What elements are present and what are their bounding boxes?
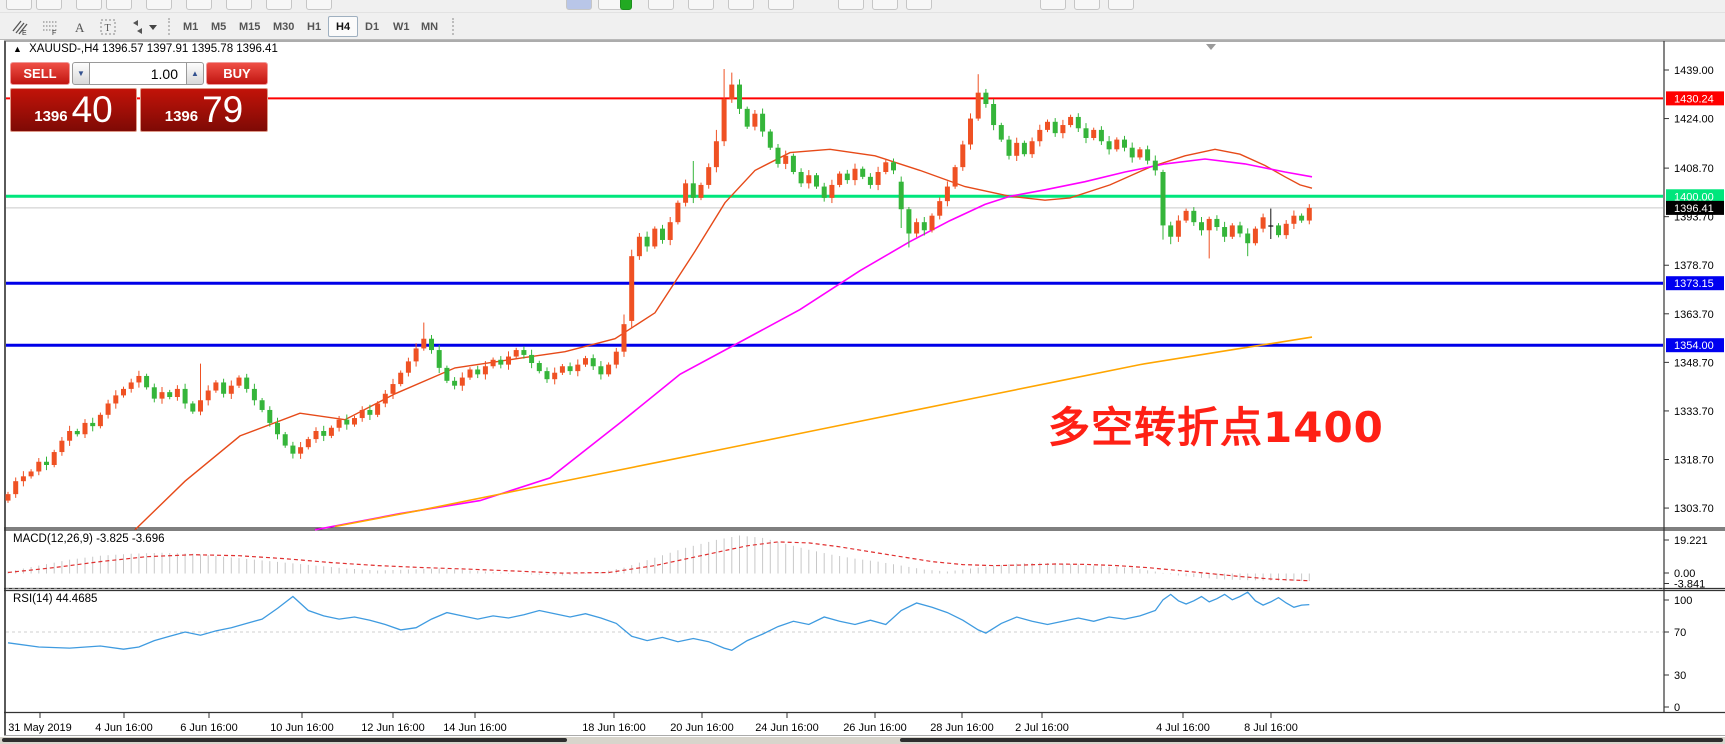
svg-text:1396.41: 1396.41: [1674, 203, 1714, 215]
svg-text:20 Jun 16:00: 20 Jun 16:00: [670, 722, 734, 734]
svg-text:24 Jun 16:00: 24 Jun 16:00: [755, 722, 819, 734]
tab-timeframe-mn[interactable]: MN: [421, 20, 439, 33]
buy-button[interactable]: BUY: [206, 62, 268, 85]
tab-timeframe-m1[interactable]: M1: [183, 20, 199, 33]
toolbar-separator: [168, 18, 171, 35]
arrows-objects-icon[interactable]: [126, 16, 150, 37]
volume-input[interactable]: [90, 62, 186, 85]
svg-text:1373.15: 1373.15: [1674, 278, 1714, 290]
svg-text:0.00: 0.00: [1674, 568, 1695, 580]
svg-text:31 May 2019: 31 May 2019: [8, 722, 72, 734]
svg-text:26 Jun 16:00: 26 Jun 16:00: [843, 722, 907, 734]
svg-text:1400.00: 1400.00: [1674, 191, 1714, 203]
svg-text:4 Jul 16:00: 4 Jul 16:00: [1156, 722, 1210, 734]
chart-title: ▲ XAUUSD-,H4 1396.57 1397.91 1395.78 139…: [13, 43, 278, 55]
svg-text:1439.00: 1439.00: [1674, 65, 1714, 77]
tab-timeframe-h1[interactable]: H1: [307, 20, 322, 33]
svg-text:A: A: [75, 20, 85, 35]
price-badge-1400.00: [1666, 189, 1724, 204]
text-label-icon[interactable]: A: [68, 16, 92, 37]
macd-pane: 19.221 0.00-3.841: [7, 535, 1708, 591]
svg-text:1378.70: 1378.70: [1674, 260, 1714, 272]
rsi-line: [7, 591, 1310, 652]
svg-text:1348.70: 1348.70: [1674, 357, 1714, 369]
price-badge-1430.24: [1666, 91, 1724, 106]
svg-text:100: 100: [1674, 595, 1692, 607]
svg-text:1354.00: 1354.00: [1674, 340, 1714, 352]
tab-timeframe-m15[interactable]: M15: [239, 20, 261, 33]
sell-price-big-figure: 1396: [34, 107, 68, 125]
svg-text:1430.24: 1430.24: [1674, 93, 1714, 105]
svg-text:F: F: [52, 30, 56, 36]
svg-text:1318.70: 1318.70: [1674, 454, 1714, 466]
svg-text:0: 0: [1674, 702, 1680, 714]
toolbar-separator: [452, 18, 455, 35]
svg-text:2 Jul 16:00: 2 Jul 16:00: [1015, 722, 1069, 734]
time-axis: 31 May 2019 4 Jun 16:00 6 Jun 16:00 10 Jun …: [8, 713, 1298, 734]
svg-text:70: 70: [1674, 627, 1686, 639]
svg-text:E: E: [22, 30, 27, 36]
sell-price-box[interactable]: 1396 40: [10, 88, 137, 132]
svg-text:8 Jul 16:00: 8 Jul 16:00: [1244, 722, 1298, 734]
svg-text:T: T: [105, 23, 111, 34]
tab-timeframe-d1[interactable]: D1: [365, 20, 380, 33]
tab-timeframe-h4[interactable]: H4: [328, 16, 359, 37]
dropdown-caret-icon[interactable]: [146, 16, 160, 37]
svg-text:19.221: 19.221: [1674, 535, 1708, 547]
tab-timeframe-m5[interactable]: M5: [211, 20, 227, 33]
bottom-window-strip: [0, 737, 1725, 744]
volume-increase-button[interactable]: ▲: [186, 62, 204, 85]
svg-text:10 Jun 16:00: 10 Jun 16:00: [270, 722, 334, 734]
text-box-icon[interactable]: T: [96, 16, 120, 37]
chart-frame: [0, 40, 1725, 744]
ma-medium-line: [314, 158, 1313, 531]
price-axis: 1439.001424.001408.701393.701378.701363.…: [1664, 65, 1724, 515]
collapse-arrow-icon[interactable]: ▲: [13, 44, 22, 54]
macd-label: MACD(12,26,9) -3.825 -3.696: [13, 533, 165, 545]
svg-text:1303.70: 1303.70: [1674, 503, 1714, 515]
buy-price-box[interactable]: 1396 79: [140, 88, 268, 132]
draw-lines-icon[interactable]: E: [8, 16, 32, 37]
svg-text:1333.70: 1333.70: [1674, 406, 1714, 418]
svg-text:1363.70: 1363.70: [1674, 309, 1714, 321]
tab-timeframe-m30[interactable]: M30: [273, 20, 295, 33]
volume-decrease-button[interactable]: ▼: [72, 62, 90, 85]
sell-button[interactable]: SELL: [10, 62, 70, 85]
one-click-trading-panel: SELL ▼ ▲ BUY 1396 40 1396 79: [10, 62, 268, 132]
tab-timeframe-w1[interactable]: W1: [393, 20, 410, 33]
svg-text:28 Jun 16:00: 28 Jun 16:00: [930, 722, 994, 734]
svg-text:1408.70: 1408.70: [1674, 163, 1714, 175]
price-badge-1373.15: [1666, 276, 1724, 291]
chart-shift-marker-icon[interactable]: [1206, 44, 1216, 50]
candlestick-series: [5, 69, 1312, 503]
drawing-toolbar: E F A T M1 M5 M15 M30 H1 H4 D1 W1 MN: [0, 13, 1725, 40]
sell-price-pips: 40: [71, 89, 113, 130]
svg-text:18 Jun 16:00: 18 Jun 16:00: [582, 722, 646, 734]
ma-slow-line: [334, 336, 1313, 528]
svg-text:6 Jun 16:00: 6 Jun 16:00: [180, 722, 238, 734]
macd-signal-line: [7, 541, 1310, 582]
svg-text:12 Jun 16:00: 12 Jun 16:00: [361, 722, 425, 734]
price-badge-1396.41: [1666, 200, 1724, 215]
svg-text:1424.00: 1424.00: [1674, 114, 1714, 126]
buy-price-pips: 79: [202, 89, 244, 130]
ma-fast-line: [134, 148, 1313, 531]
svg-text:4 Jun 16:00: 4 Jun 16:00: [95, 722, 153, 734]
ohlc-values: 1396.57 1397.91 1395.78 1396.41: [101, 43, 278, 55]
chart-annotation[interactable]: 多空转折点1400: [1048, 403, 1384, 452]
rsi-label: RSI(14) 44.4685: [13, 593, 98, 605]
symbol-name: XAUUSD-,H4: [29, 43, 99, 55]
svg-text:14 Jun 16:00: 14 Jun 16:00: [443, 722, 507, 734]
svg-text:-3.841: -3.841: [1674, 579, 1705, 591]
top-toolbar-partial: [0, 0, 1725, 13]
svg-text:30: 30: [1674, 670, 1686, 682]
buy-price-big-figure: 1396: [164, 107, 199, 125]
price-badge-1354.00: [1666, 338, 1724, 353]
fibonacci-grid-icon[interactable]: F: [38, 16, 62, 37]
rsi-pane: 100 70 30 0: [6, 588, 1692, 714]
